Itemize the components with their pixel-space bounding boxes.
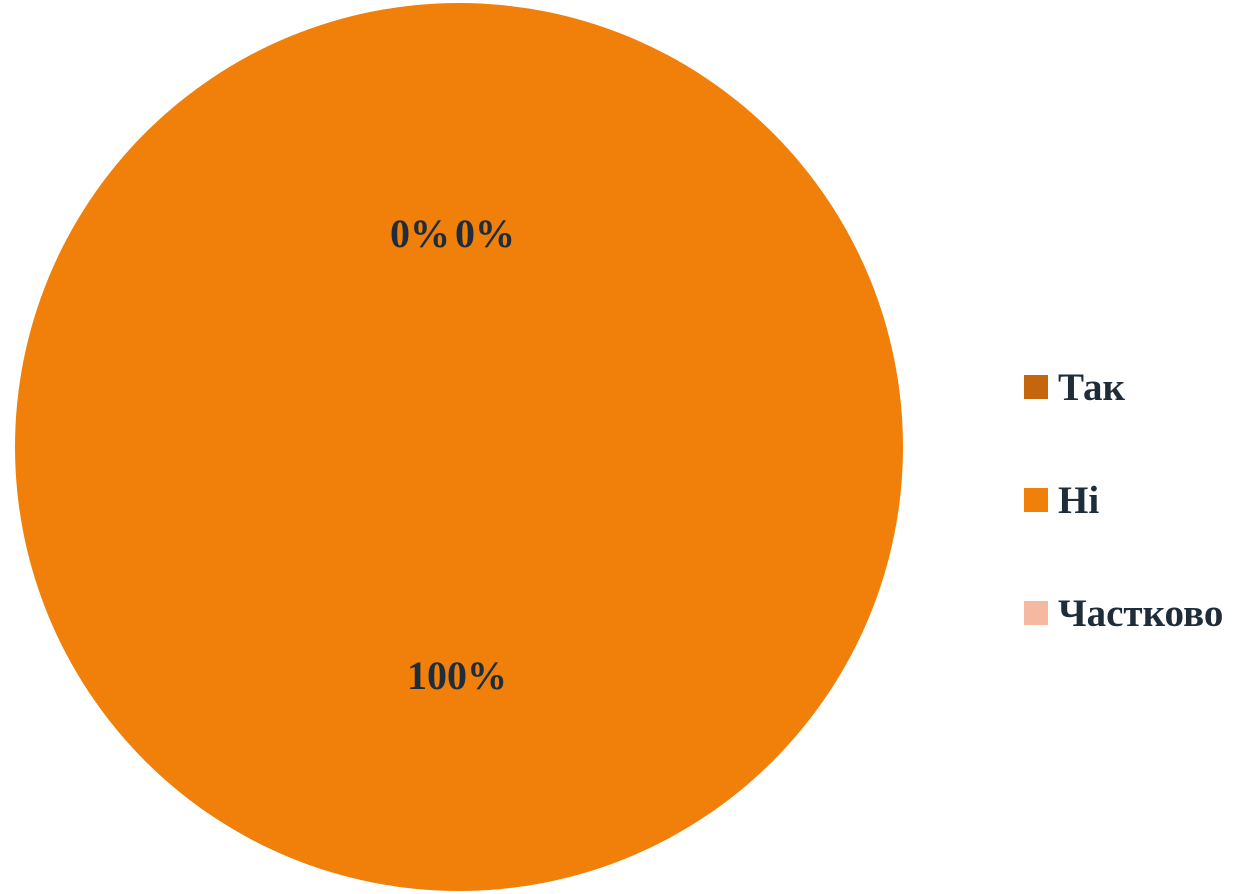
legend-swatch-chastkovo [1024, 601, 1048, 625]
data-label-tak: 0% [390, 211, 450, 256]
data-label-ni: 100% [407, 653, 507, 698]
legend-swatch-ni [1024, 488, 1048, 512]
data-labels: 0% 0% 100% [390, 211, 515, 698]
legend: Так Ні Частково [1024, 358, 1239, 697]
legend-item-ni: Ні [1024, 471, 1239, 529]
legend-item-tak: Так [1024, 358, 1239, 416]
pie-slice-ni [15, 3, 903, 891]
data-label-chastkovo: 0% [455, 211, 515, 256]
legend-label-chastkovo: Частково [1058, 591, 1224, 635]
legend-label-ni: Ні [1058, 478, 1100, 522]
legend-swatch-tak [1024, 375, 1048, 399]
legend-item-chastkovo: Частково [1024, 584, 1239, 642]
legend-label-tak: Так [1058, 365, 1126, 409]
pie-slices [15, 3, 903, 891]
